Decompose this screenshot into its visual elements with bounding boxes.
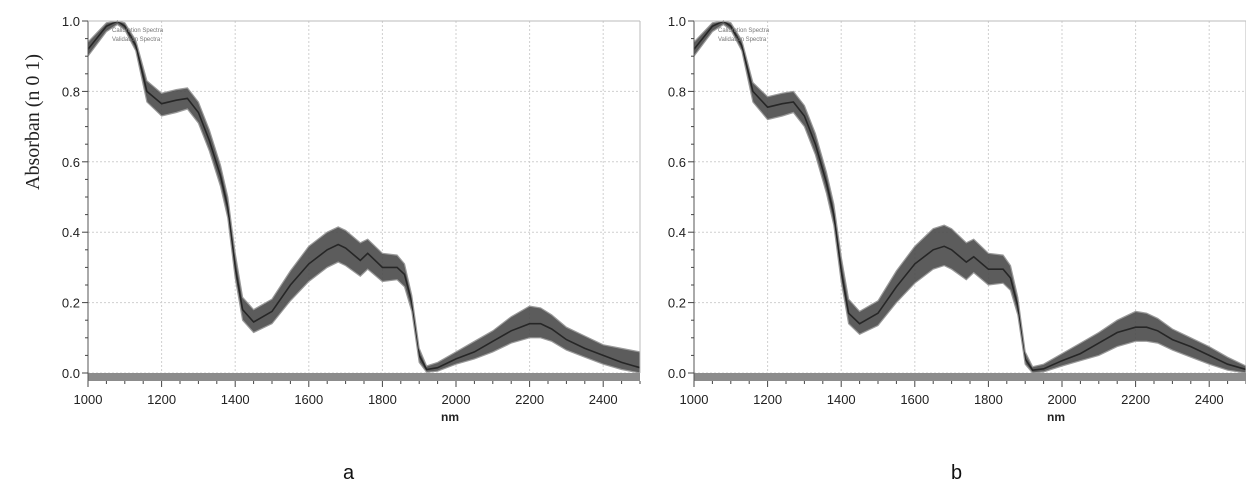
spectra-band xyxy=(88,21,640,373)
panel-label-a: a xyxy=(343,462,355,484)
series-line-upper xyxy=(87,20,641,367)
x-tick-label: 2400 xyxy=(1195,392,1224,407)
y-tick-label: 0.4 xyxy=(62,225,80,240)
x-tick-label: 2200 xyxy=(515,392,544,407)
x-tick-label: 2200 xyxy=(1121,392,1150,407)
panel-b: 0.0 0.2 0.4 0.6 0.8 1.0 1000 1200 1400 1600 1800 20… xyxy=(608,0,1246,484)
baseline-strip xyxy=(694,373,1246,381)
panel-a: 0.0 0.2 0.4 0.6 0.8 1.0 1000 1200 1400 1600 1800 20… xyxy=(62,14,641,484)
y-tick-label: 0.8 xyxy=(62,84,80,99)
x-tick-label: 1600 xyxy=(294,392,323,407)
x-tick-label: 1600 xyxy=(900,392,929,407)
y-tick-label: 0.0 xyxy=(668,366,686,381)
x-tick-label: 1400 xyxy=(221,392,250,407)
x-tick-label: 2000 xyxy=(442,392,471,407)
x-tick-label: 2000 xyxy=(1048,392,1077,407)
series-line-mean xyxy=(693,20,1246,372)
x-axis-label: nm xyxy=(441,410,459,424)
y-tick-label: 1.0 xyxy=(62,14,80,29)
legend-entry: Validation Spectra xyxy=(112,37,161,43)
x-axis-label: nm xyxy=(1047,410,1065,424)
x-tick-label: 1800 xyxy=(974,392,1003,407)
series-line-lower xyxy=(693,23,1246,374)
legend-entry: Calibration Spectra xyxy=(112,28,164,34)
x-tick-label: 1200 xyxy=(753,392,782,407)
x-tick-label: 1000 xyxy=(680,392,709,407)
plot-area xyxy=(694,21,1246,373)
x-tick-label: 1200 xyxy=(147,392,176,407)
x-tick-label: 1800 xyxy=(368,392,397,407)
panel-label-b: b xyxy=(951,462,963,484)
y-tick-label: 0.8 xyxy=(668,84,686,99)
y-tick-label: 1.0 xyxy=(668,14,686,29)
series-line-upper xyxy=(693,20,1246,368)
y-tick-label: 0.0 xyxy=(62,366,80,381)
legend-entry: Validation Spectra xyxy=(718,37,767,43)
y-tick-label: 0.4 xyxy=(668,225,686,240)
x-tick-label: 1000 xyxy=(74,392,103,407)
series-line-mean xyxy=(87,20,641,371)
spectra-chart-b: 0.0 0.2 0.4 0.6 0.8 1.0 1000 1200 1400 1600 1800 20… xyxy=(668,14,1246,424)
y-tick-label: 0.6 xyxy=(62,155,80,170)
series-line-lower xyxy=(87,23,641,374)
baseline-strip xyxy=(88,373,640,381)
y-tick-label: 0.6 xyxy=(668,155,686,170)
x-tick-label: 2400 xyxy=(589,392,618,407)
spectra-chart-a: 0.0 0.2 0.4 0.6 0.8 1.0 1000 1200 1400 1600 1800 20… xyxy=(62,14,641,424)
legend-entry: Calibration Spectra xyxy=(718,28,770,34)
y-tick-label: 0.2 xyxy=(668,296,686,311)
y-tick-label: 0.2 xyxy=(62,296,80,311)
x-tick-label: 1400 xyxy=(827,392,856,407)
